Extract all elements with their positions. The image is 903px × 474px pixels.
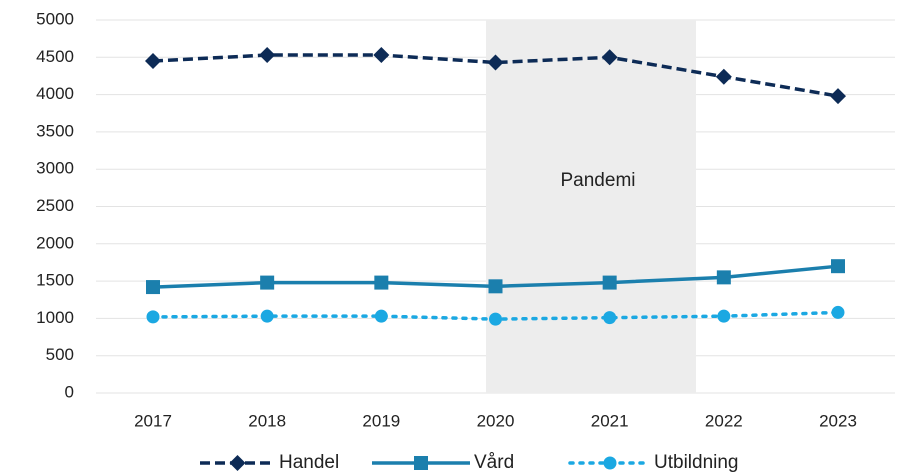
y-tick-label: 4000 — [36, 84, 74, 103]
data-point — [602, 275, 617, 290]
data-point — [830, 88, 846, 105]
data-point — [715, 68, 732, 85]
data-point — [260, 309, 274, 323]
data-point — [146, 280, 160, 295]
legend-marker — [603, 456, 617, 470]
y-tick-label: 500 — [46, 345, 74, 364]
data-point — [716, 270, 731, 285]
data-point — [259, 47, 276, 64]
data-point — [374, 275, 389, 290]
x-tick-label: 2022 — [705, 411, 743, 430]
pandemic-band — [486, 20, 696, 393]
data-point — [488, 279, 503, 294]
y-tick-label: 1000 — [36, 308, 74, 327]
legend-marker — [414, 456, 428, 470]
y-tick-label: 3000 — [36, 159, 74, 178]
data-point — [603, 311, 617, 325]
data-point — [487, 54, 504, 71]
data-point — [717, 309, 731, 323]
annotation: Pandemi — [561, 170, 636, 191]
y-tick-label: 3500 — [36, 121, 74, 140]
data-point — [831, 305, 845, 319]
data-point — [145, 53, 161, 70]
data-point — [374, 309, 388, 323]
data-point — [831, 259, 845, 274]
x-tick-label: 2020 — [477, 411, 515, 430]
y-tick-label: 4500 — [36, 47, 74, 66]
x-tick-label: 2023 — [819, 411, 857, 430]
data-point — [489, 312, 502, 326]
data-point — [260, 275, 275, 290]
data-point — [373, 47, 390, 64]
x-tick-label: 2021 — [591, 411, 629, 430]
legend-marker — [229, 455, 246, 471]
y-tick-label: 1500 — [36, 271, 74, 290]
data-point — [146, 310, 160, 324]
legend-label: Utbildning — [654, 452, 739, 473]
legend-label: Vård — [474, 452, 514, 473]
y-tick-label: 0 — [65, 382, 74, 401]
y-tick-label: 5000 — [36, 9, 74, 28]
y-tick-label: 2500 — [36, 196, 74, 215]
x-tick-label: 2019 — [362, 411, 400, 430]
data-point — [601, 49, 618, 66]
x-tick-label: 2017 — [134, 411, 172, 430]
y-tick-label: 2000 — [36, 233, 74, 252]
x-tick-label: 2018 — [248, 411, 286, 430]
legend-label: Handel — [279, 452, 339, 473]
